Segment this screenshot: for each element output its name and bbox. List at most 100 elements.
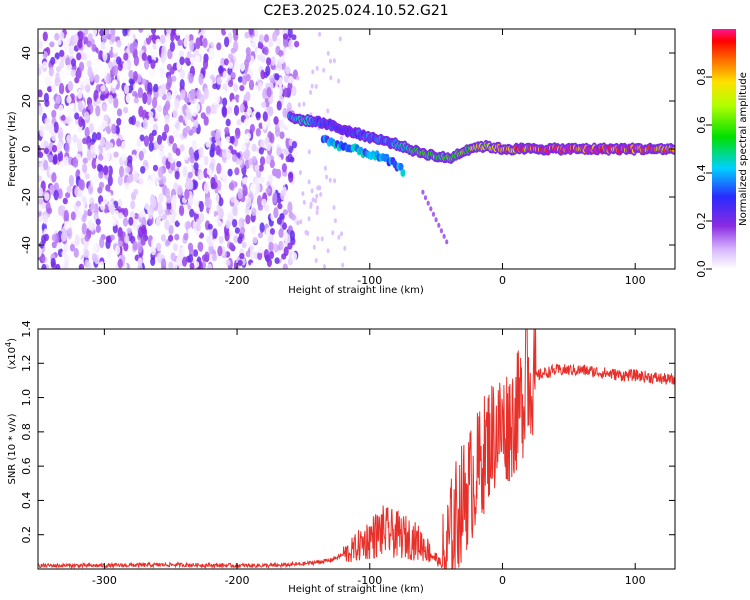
noise-blob: [122, 217, 129, 227]
noise-blob: [290, 214, 296, 221]
faint-blob: [319, 192, 323, 197]
noise-blob: [248, 79, 255, 91]
noise-blob: [241, 177, 248, 185]
tail-blob: [442, 233, 446, 239]
noise-blob: [56, 242, 63, 250]
noise-blob: [54, 164, 61, 176]
faint-blob: [320, 236, 324, 242]
faint-blob: [326, 50, 330, 56]
noise-blob: [59, 31, 65, 40]
noise-blob: [196, 185, 202, 195]
noise-blob: [126, 227, 132, 234]
noise-blob: [216, 42, 222, 51]
noise-blob: [49, 41, 55, 48]
noise-blob: [75, 200, 81, 207]
noise-blob: [174, 233, 180, 241]
noise-blob: [77, 88, 83, 100]
noise-blob: [227, 168, 233, 177]
noise-blob: [259, 176, 265, 184]
faint-blob: [310, 188, 314, 194]
noise-blob: [129, 43, 135, 54]
noise-blob: [273, 207, 279, 219]
noise-blob: [245, 47, 251, 56]
noise-blob: [237, 259, 243, 266]
noise-blob: [214, 193, 220, 204]
noise-blob: [203, 116, 209, 126]
y-tick-label: 1.0: [20, 389, 33, 407]
noise-blob: [115, 245, 121, 255]
y-tick-label: 0: [20, 146, 33, 153]
noise-blob: [245, 250, 251, 258]
noise-blob: [197, 241, 203, 251]
noise-blob: [117, 240, 123, 247]
noise-blob: [66, 134, 72, 144]
tail-blob: [423, 195, 428, 201]
noise-blob: [151, 50, 157, 62]
noise-blob: [276, 62, 283, 72]
faint-blob: [311, 197, 315, 203]
colorbar-scale: [712, 29, 736, 269]
noise-blob: [171, 75, 177, 82]
noise-blob: [90, 202, 96, 214]
noise-blob: [273, 116, 279, 125]
noise-blob: [116, 56, 122, 65]
noise-blob: [189, 39, 195, 52]
noise-blob: [51, 241, 57, 249]
noise-blob: [107, 175, 113, 187]
noise-blob: [245, 214, 251, 225]
noise-blob: [169, 208, 176, 215]
noise-blob: [137, 257, 143, 266]
noise-blob: [231, 161, 237, 169]
noise-blob: [165, 100, 171, 111]
noise-blob: [88, 184, 94, 195]
noise-blob: [141, 52, 147, 61]
faint-blob: [337, 234, 341, 240]
noise-blob: [144, 29, 150, 39]
noise-blob: [84, 259, 90, 268]
noise-blob: [38, 89, 43, 98]
noise-blob: [244, 31, 250, 39]
noise-blob: [198, 73, 204, 85]
noise-blob: [131, 149, 137, 156]
noise-blob: [63, 262, 69, 269]
noise-blob: [179, 69, 185, 79]
noise-blob: [196, 89, 202, 100]
noise-blob: [242, 184, 248, 197]
noise-blob: [287, 242, 293, 250]
faint-blob: [299, 219, 303, 225]
noise-blob: [291, 252, 297, 261]
noise-blob: [266, 57, 272, 66]
noise-blob: [213, 67, 219, 78]
noise-blob: [108, 216, 114, 224]
noise-blob: [179, 205, 185, 217]
noise-blob: [216, 179, 222, 191]
noise-blob: [189, 208, 195, 218]
snr-panel: -300 -200 -100 0 100 0.2 0.4 0.6 0.8 1.0 1.2 1.4 He…: [4, 320, 676, 595]
x-tick-label: -100: [357, 574, 382, 587]
noise-blob: [49, 184, 55, 195]
faint-blob: [331, 230, 335, 236]
noise-blob: [54, 52, 60, 60]
noise-blob: [147, 82, 153, 93]
noise-blob: [252, 35, 258, 42]
y-tick-label: -20: [20, 188, 33, 206]
noise-blob: [201, 29, 207, 36]
noise-blob: [274, 168, 280, 178]
noise-blob: [191, 126, 197, 134]
noise-blob: [82, 77, 88, 87]
faint-blob: [301, 191, 305, 197]
x-tick-label: -300: [92, 574, 117, 587]
noise-blob: [102, 50, 108, 62]
noise-blob: [282, 230, 289, 240]
noise-blob: [123, 62, 129, 69]
noise-blob: [276, 100, 282, 111]
noise-blob: [70, 58, 77, 67]
noise-blob: [157, 104, 163, 113]
noise-blob: [138, 29, 144, 33]
noise-blob: [152, 164, 159, 172]
noise-blob: [239, 85, 245, 92]
noise-blob: [287, 81, 293, 93]
y-tick-label: 20: [20, 94, 33, 108]
noise-blob: [171, 116, 177, 126]
noise-blob: [274, 73, 280, 81]
